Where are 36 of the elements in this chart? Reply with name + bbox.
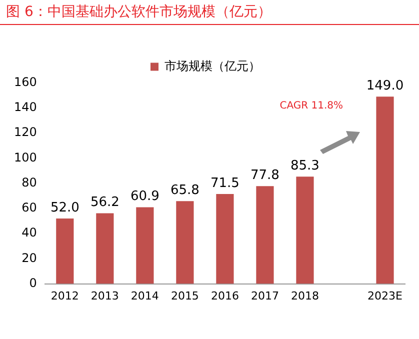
bar: [296, 176, 314, 284]
data-label: 149.0: [366, 78, 404, 94]
y-tick-label: 160: [14, 74, 37, 89]
data-label: 65.8: [170, 183, 200, 198]
data-label: 85.3: [290, 158, 320, 174]
bar: [96, 213, 114, 284]
data-label: 71.5: [210, 176, 240, 191]
data-label: 60.9: [130, 189, 160, 204]
chart-title: 图 6：中国基础办公软件市场规模（亿元）: [6, 4, 272, 20]
bar: [56, 218, 74, 284]
x-tick-label: 2013: [90, 289, 119, 302]
y-tick-label: 140: [14, 100, 37, 114]
y-tick-label: 100: [14, 150, 37, 164]
annotation: CAGR 11.8%: [280, 100, 344, 112]
y-tick-label: 80: [22, 175, 37, 190]
x-tick-label: 2018: [290, 289, 319, 302]
x-tick-label: 2012: [50, 289, 79, 302]
x-tick-label: 2015: [170, 289, 199, 302]
x-tick-label: 2016: [210, 289, 239, 302]
x-tick-label: 2017: [250, 289, 279, 302]
bar: [216, 194, 234, 284]
y-tick-label: 40: [22, 226, 37, 240]
bar: [136, 207, 154, 284]
x-tick-label: 2014: [130, 289, 159, 302]
y-tick-label: 20: [22, 250, 37, 265]
data-label: 77.8: [250, 168, 280, 183]
bar: [176, 201, 194, 284]
y-tick-label: 60: [22, 200, 37, 215]
y-tick-label: 0: [29, 276, 37, 290]
data-label: 56.2: [90, 195, 120, 210]
bar: [256, 186, 274, 284]
y-tick-label: 120: [14, 125, 37, 140]
data-label: 52.0: [50, 200, 80, 216]
x-tick-label: 2023E: [368, 289, 403, 302]
bar: [376, 96, 394, 284]
legend-label: 市场规模（亿元）: [164, 58, 260, 73]
